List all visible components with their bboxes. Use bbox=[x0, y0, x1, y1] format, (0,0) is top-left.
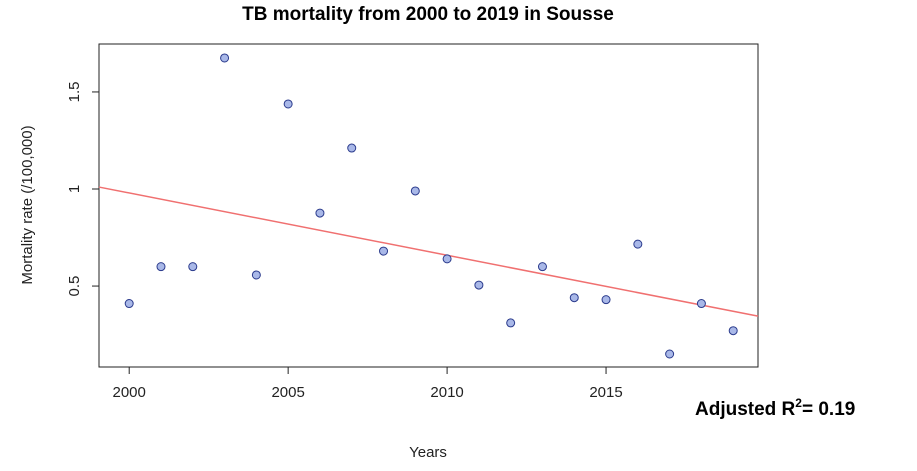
point bbox=[601, 295, 611, 305]
point bbox=[220, 53, 230, 63]
point bbox=[283, 99, 293, 109]
annotation-text: Adjusted R bbox=[695, 399, 796, 420]
point bbox=[506, 318, 516, 328]
y-axis-label: Mortality rate (/100,000) bbox=[19, 125, 36, 284]
point bbox=[156, 262, 166, 272]
point bbox=[315, 208, 325, 218]
point bbox=[188, 262, 198, 272]
annotation-sup: 2 bbox=[795, 396, 802, 410]
point bbox=[728, 326, 738, 336]
point bbox=[251, 270, 261, 280]
point bbox=[379, 246, 389, 256]
point bbox=[410, 186, 420, 196]
point bbox=[696, 299, 706, 309]
annotation: Adjusted R2= 0.19 bbox=[695, 396, 855, 420]
point bbox=[474, 280, 484, 290]
point bbox=[665, 349, 675, 359]
point bbox=[347, 143, 357, 153]
y-tick-label: 0.5 bbox=[66, 276, 83, 297]
y-tick-label: 1.5 bbox=[66, 82, 83, 103]
x-tick-label: 2010 bbox=[430, 384, 463, 401]
point bbox=[537, 262, 547, 272]
point bbox=[124, 299, 134, 309]
point bbox=[569, 293, 579, 303]
point bbox=[633, 239, 643, 249]
point bbox=[442, 254, 452, 264]
regression-line bbox=[98, 186, 759, 317]
y-tick-label: 1 bbox=[66, 185, 83, 193]
chart-title: TB mortality from 2000 to 2019 in Sousse bbox=[242, 4, 614, 25]
x-tick-label: 2000 bbox=[113, 384, 146, 401]
annotation-rest: = 0.19 bbox=[802, 399, 855, 420]
x-axis-label: Years bbox=[409, 444, 447, 461]
x-tick-label: 2005 bbox=[271, 384, 304, 401]
x-tick-label: 2015 bbox=[589, 384, 622, 401]
plot-box bbox=[98, 43, 759, 368]
